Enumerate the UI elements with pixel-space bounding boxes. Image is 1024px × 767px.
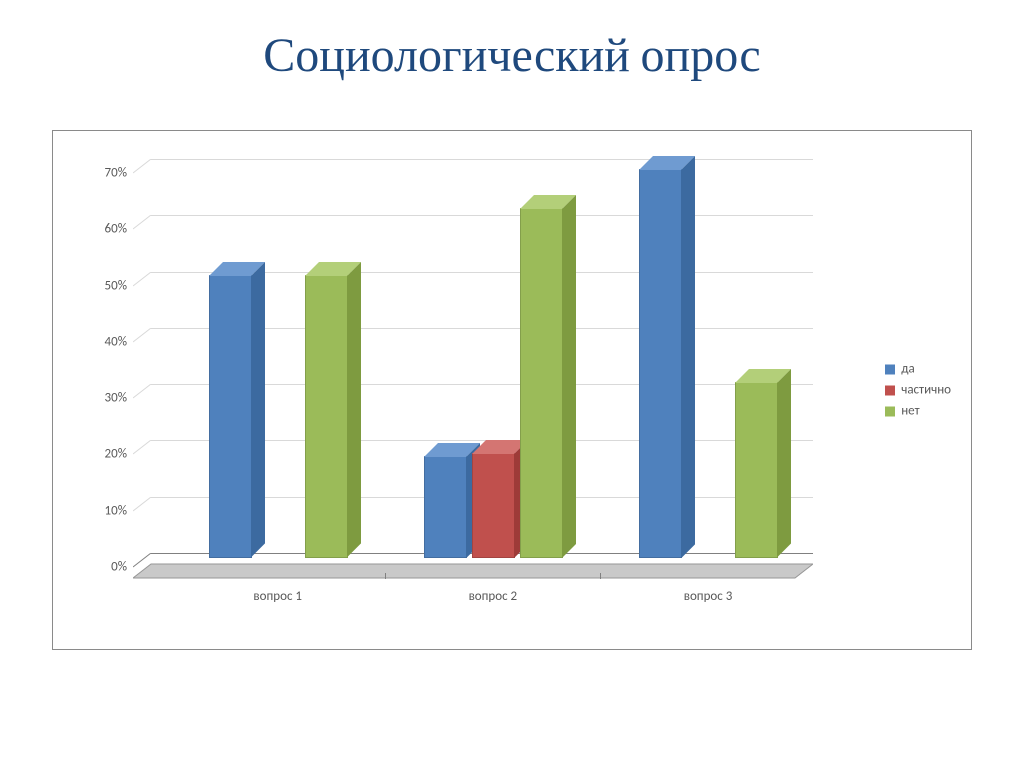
plot-area: 0%10%20%30%40%50%60%70% [133, 159, 813, 579]
y-tick-label: 50% [105, 278, 133, 293]
bars-layer [133, 159, 813, 579]
bar [305, 276, 347, 557]
bar [424, 457, 466, 558]
slide: Социологический опрос 0%10%20%30%40%50%6… [0, 0, 1024, 767]
x-tick-label: вопрос 1 [253, 589, 302, 604]
y-tick-label: 20% [105, 447, 133, 462]
x-axis-labels: вопрос 1 вопрос 2 вопрос 3 [133, 583, 813, 607]
y-tick-label: 40% [105, 334, 133, 349]
x-tick-label: вопрос 3 [684, 589, 733, 604]
title-text: Социологический опрос [263, 28, 760, 83]
x-tick [385, 573, 386, 579]
bar [735, 383, 777, 557]
legend-label: частично [901, 383, 951, 398]
x-tick [600, 573, 601, 579]
legend-label: нет [901, 404, 919, 419]
legend-label: да [901, 362, 914, 377]
bar [472, 454, 514, 558]
y-tick-label: 70% [105, 166, 133, 181]
legend-swatch [885, 385, 895, 395]
y-tick-label: 30% [105, 391, 133, 406]
y-tick-label: 60% [105, 222, 133, 237]
chart: 0%10%20%30%40%50%60%70% вопрос 1вопрос 2… [53, 131, 971, 649]
slide-title: Социологический опрос [0, 0, 1024, 83]
bar [639, 170, 681, 558]
legend-item: частично [885, 383, 951, 398]
y-tick-label: 10% [105, 503, 133, 518]
bar [520, 209, 562, 558]
legend-item: нет [885, 404, 951, 419]
legend-swatch [885, 364, 895, 374]
legend-item: да [885, 362, 951, 377]
legend-swatch [885, 406, 895, 416]
chart-frame: 0%10%20%30%40%50%60%70% вопрос 1вопрос 2… [52, 130, 972, 650]
x-tick-label: вопрос 2 [469, 589, 518, 604]
legend: да частично нет [885, 356, 951, 425]
y-tick-label: 0% [111, 560, 133, 575]
bar [209, 276, 251, 557]
